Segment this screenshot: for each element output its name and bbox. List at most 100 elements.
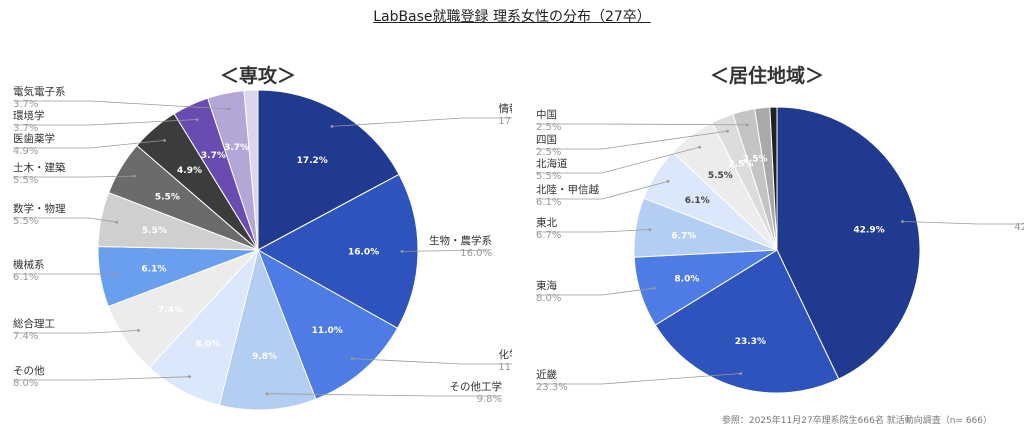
slice-value: 3.7% bbox=[13, 123, 38, 134]
slice-value: 23.3% bbox=[536, 382, 568, 393]
slice-value: 4.9% bbox=[13, 146, 38, 157]
leader-line bbox=[13, 140, 165, 149]
leader-dot bbox=[666, 180, 670, 183]
slice-value: 6.1% bbox=[536, 197, 561, 208]
leader-dot bbox=[698, 145, 702, 149]
slice-value: 16.0% bbox=[460, 248, 492, 259]
slice-percent: 5.5% bbox=[708, 171, 733, 181]
leader-line bbox=[266, 393, 502, 397]
slice-value: 5.5% bbox=[13, 175, 38, 186]
slice-label: 近畿 bbox=[536, 368, 557, 381]
pie-slice bbox=[257, 89, 400, 251]
slice-value: 3.7% bbox=[13, 99, 38, 110]
slice-value: 8.0% bbox=[13, 378, 38, 389]
leader-line bbox=[536, 123, 748, 126]
slice-value: 2.5% bbox=[536, 122, 561, 133]
leader-line bbox=[13, 376, 190, 381]
slice-percent: 6.1% bbox=[685, 196, 710, 206]
leader-dot bbox=[195, 118, 199, 121]
slice-percent: 2.5% bbox=[728, 159, 753, 169]
slice-percent: 8.0% bbox=[674, 275, 699, 285]
slice-label: 化学系 bbox=[499, 348, 513, 361]
pie-slice bbox=[218, 248, 317, 411]
slice-value: 5.5% bbox=[536, 171, 561, 182]
slice-percent: 3.7% bbox=[201, 151, 226, 161]
slice-value: 7.4% bbox=[13, 331, 38, 342]
slice-label: 生物・農学系 bbox=[429, 234, 492, 247]
leader-dot bbox=[400, 250, 404, 253]
slice-percent: 5.5% bbox=[155, 192, 180, 202]
pie-chart-region: ＜居住地域＞42.9%関東42.9%23.3%近畿23.3%8.0%東海8.0%… bbox=[536, 64, 1024, 394]
leader-line bbox=[331, 117, 512, 127]
leader-line bbox=[13, 175, 135, 178]
leader-dot bbox=[227, 107, 231, 111]
slice-label: 中国 bbox=[536, 108, 557, 121]
slice-percent: 42.9% bbox=[853, 226, 884, 236]
slice-percent: 3.7% bbox=[224, 143, 249, 153]
leader-line bbox=[13, 100, 229, 110]
slice-label: 数学・物理 bbox=[13, 202, 66, 215]
slice-percent: 2.5% bbox=[743, 155, 768, 165]
chart-title: ＜専攻＞ bbox=[220, 64, 296, 87]
leader-dot bbox=[188, 375, 191, 379]
slice-percent: 5.5% bbox=[142, 226, 167, 236]
slice-value: 2.5% bbox=[536, 147, 561, 158]
slice-percent: 6.1% bbox=[141, 264, 166, 274]
slice-label: 土木・建築 bbox=[13, 161, 66, 174]
slice-percent: 23.3% bbox=[735, 337, 766, 347]
leader-dot bbox=[330, 125, 334, 128]
slice-value: 6.7% bbox=[536, 230, 561, 241]
slice-label: 東海 bbox=[536, 279, 557, 292]
leader-line bbox=[13, 217, 117, 223]
pie-slice bbox=[769, 106, 778, 251]
leader-dot bbox=[648, 228, 652, 231]
slice-label: 東北 bbox=[536, 216, 557, 229]
slices bbox=[97, 89, 419, 411]
slice-value: 17.2% bbox=[498, 116, 512, 127]
leader-dot bbox=[163, 139, 167, 142]
slices bbox=[633, 106, 921, 394]
leader-line bbox=[536, 287, 655, 296]
slice-percent: 9.8% bbox=[252, 352, 277, 362]
leader-line bbox=[536, 373, 741, 385]
leader-dot bbox=[351, 357, 354, 361]
slice-value: 8.0% bbox=[536, 293, 561, 304]
slice-label: 総合理工 bbox=[13, 317, 55, 330]
leader-dot bbox=[901, 220, 904, 223]
slice-percent: 8.0% bbox=[195, 339, 220, 349]
leader-dot bbox=[739, 372, 743, 375]
footnote: 参照：2025年11月27卒理系院生666名 就活動向調査（n= 666） bbox=[721, 416, 992, 426]
leader-dot bbox=[133, 174, 136, 178]
leader-dot bbox=[745, 123, 749, 127]
slice-percent: 4.9% bbox=[177, 166, 202, 176]
leader-dot bbox=[114, 272, 118, 276]
pie-slice bbox=[243, 89, 259, 251]
chart-title: ＜居住地域＞ bbox=[710, 64, 824, 87]
slice-percent: 16.0% bbox=[348, 248, 379, 258]
slice-percent: 17.2% bbox=[297, 156, 328, 166]
leader-dot bbox=[115, 220, 119, 224]
leader-line bbox=[13, 119, 198, 126]
pie-slice bbox=[776, 106, 921, 380]
slice-value: 42.9% bbox=[1014, 222, 1024, 233]
leader-dot bbox=[726, 129, 730, 133]
leader-line bbox=[536, 130, 728, 150]
leader-line bbox=[902, 221, 1024, 225]
slice-label: 北陸・甲信越 bbox=[536, 183, 599, 196]
leader-dot bbox=[265, 392, 269, 396]
pie-chart-major: ＜専攻＞17.2%情報系17.2%16.0%生物・農学系16.0%11.0%化学… bbox=[13, 64, 512, 411]
slice-label: 北海道 bbox=[536, 157, 568, 170]
slice-label: 電気電子系 bbox=[13, 85, 66, 98]
slice-label: 情報系 bbox=[499, 102, 513, 115]
slice-label: 医歯薬学 bbox=[13, 132, 55, 145]
leader-line bbox=[13, 330, 139, 334]
slice-value: 5.5% bbox=[13, 216, 38, 227]
leader-dot bbox=[652, 286, 656, 290]
leader-dot bbox=[137, 329, 141, 332]
pie-slice bbox=[257, 248, 399, 400]
leader-line bbox=[536, 146, 700, 174]
slice-label: その他工学 bbox=[450, 380, 503, 393]
pie-slice bbox=[654, 249, 840, 394]
slice-label: 機械系 bbox=[13, 258, 45, 271]
labels: 17.2%情報系17.2%16.0%生物・農学系16.0%11.0%化学系11.… bbox=[13, 85, 512, 405]
